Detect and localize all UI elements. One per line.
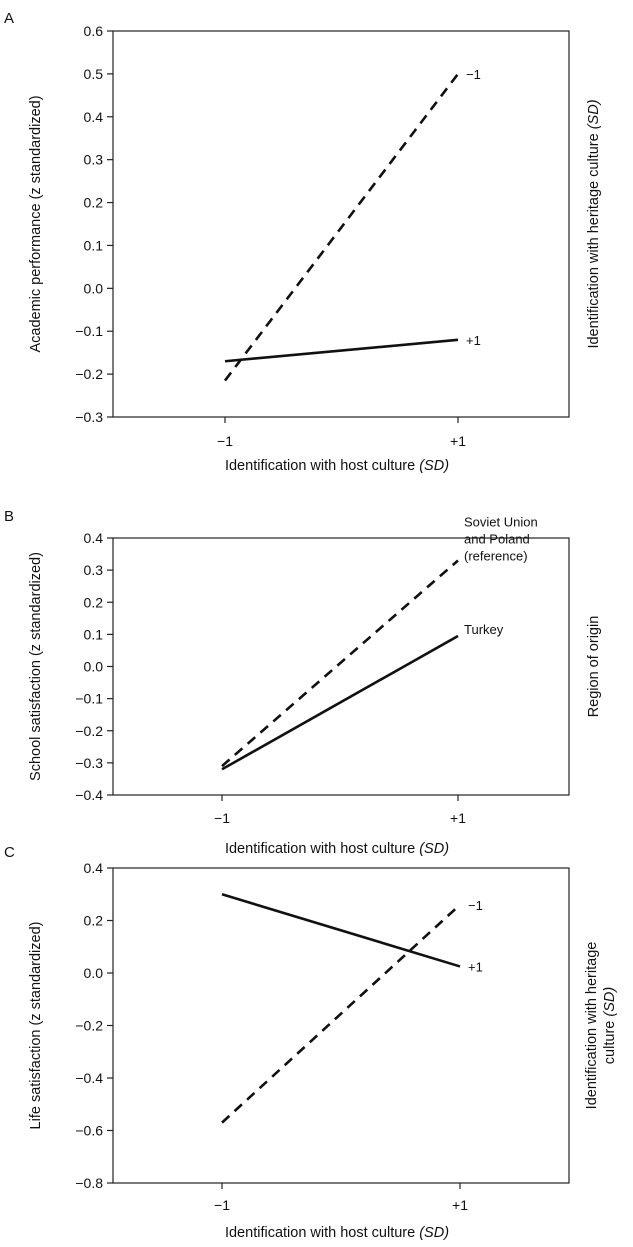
y-tick-label: −0.2 — [75, 1018, 103, 1034]
y-tick-label: 0.5 — [84, 66, 104, 82]
series-label: and Poland — [464, 531, 530, 546]
y-axis-label: Life satisfaction (z standardized) — [28, 922, 44, 1130]
right-axis-label-line2: culture (SD) — [602, 987, 618, 1064]
y-tick-label: −0.2 — [75, 723, 103, 739]
y-tick-label: −0.3 — [75, 409, 103, 425]
series-label: Soviet Union — [464, 514, 538, 529]
y-tick-label: 0.2 — [84, 913, 104, 929]
x-tick-label: −1 — [214, 1197, 230, 1213]
y-tick-label: 0.1 — [84, 626, 104, 642]
x-tick-label: −1 — [217, 433, 233, 449]
y-tick-label: 0.1 — [84, 237, 104, 253]
y-tick-label: 0.4 — [84, 109, 104, 125]
y-tick-label: −0.6 — [75, 1123, 103, 1139]
series-label: +1 — [466, 333, 481, 348]
y-tick-label: 0.3 — [84, 562, 104, 578]
x-tick-label: +1 — [452, 1197, 468, 1213]
series-line-dashed — [223, 73, 460, 382]
panel-letter: C — [4, 844, 15, 861]
plot-frame — [112, 867, 570, 1184]
panel-letter: B — [4, 508, 14, 525]
y-tick-label: −0.1 — [75, 323, 103, 339]
y-tick-label: −0.8 — [75, 1175, 103, 1191]
y-tick-label: −0.4 — [75, 787, 103, 803]
y-tick-label: 0.3 — [84, 152, 104, 168]
series-label: −1 — [468, 898, 483, 913]
plot-frame — [112, 30, 570, 418]
chart-panel-b: B 0.4 0.3 0.2 0.1 0.0 −0.1 −0.2 −0.3 −0.4 −1 +1Iden… — [4, 508, 602, 857]
y-tick-label: −0.2 — [75, 366, 103, 382]
y-tick-label: 0.4 — [84, 530, 104, 546]
x-tick-label: −1 — [214, 810, 230, 826]
y-tick-label: −0.4 — [75, 1070, 103, 1086]
y-axis-label: Academic performance (z standardized) — [28, 95, 44, 352]
series-line-solid — [221, 634, 459, 771]
series-line-dashed — [221, 559, 459, 768]
y-tick-label: 0.2 — [84, 195, 104, 211]
y-tick-label: 0.6 — [84, 23, 104, 39]
series-label: +1 — [468, 959, 483, 974]
chart-panel-c: C0.40.20.0−0.2−0.4−0.6−0.8−1 +1Identifica… — [4, 844, 618, 1241]
y-tick-label: 0.4 — [84, 860, 104, 876]
series-line-solid — [224, 338, 459, 363]
series-line-dashed — [221, 903, 461, 1124]
y-tick-label: 0.2 — [84, 594, 104, 610]
series-label: Turkey — [464, 622, 504, 637]
series-label: −1 — [466, 67, 481, 82]
y-tick-label: 0.0 — [84, 280, 104, 296]
series-label: (reference) — [464, 548, 528, 563]
y-tick-label: −0.1 — [75, 691, 103, 707]
right-axis-label: Region of origin — [586, 616, 602, 718]
y-tick-label: 0.0 — [84, 965, 104, 981]
x-tick-label: +1 — [450, 433, 466, 449]
series-line-solid — [221, 893, 461, 968]
y-tick-label: −0.3 — [75, 755, 103, 771]
right-axis-label: Identification with heritage culture (SD… — [586, 99, 602, 348]
plot-frame — [112, 537, 570, 796]
x-tick-label: +1 — [450, 810, 466, 826]
chart-panel-a: A0.60.50.40.30.20.10.0−0.1−0.2−0.3−1 +1Id… — [4, 10, 602, 474]
y-axis-label: School satisfaction (z standardized) — [28, 552, 44, 781]
x-axis-label: Identification with host culture (SD) — [225, 841, 449, 857]
right-axis-label: Identification with heritage — [584, 942, 600, 1110]
y-tick-label: 0.0 — [84, 659, 104, 675]
x-axis-label: Identification with host culture (SD) — [225, 458, 449, 474]
x-axis-label: Identification with host culture (SD) — [225, 1225, 449, 1241]
panel-letter: A — [4, 10, 14, 27]
